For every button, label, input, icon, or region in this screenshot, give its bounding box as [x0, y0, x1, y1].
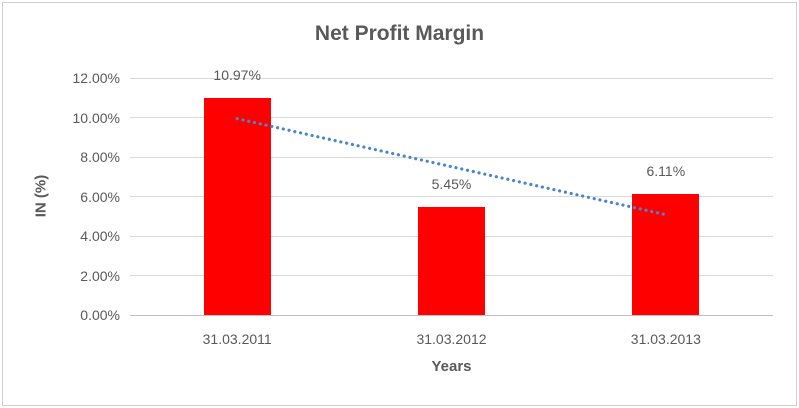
x-axis-title: Years — [431, 358, 472, 375]
x-axis-line — [130, 314, 773, 316]
bar-31.03.2013 — [632, 194, 700, 315]
gridline — [130, 156, 773, 158]
chart-title: Net Profit Margin — [314, 22, 485, 45]
y-tick-label: 0.00% — [80, 307, 120, 323]
y-tick-label: 2.00% — [80, 267, 120, 284]
y-tick-label: 6.00% — [80, 188, 120, 205]
bar-31.03.2012 — [418, 207, 485, 315]
trendline — [235, 117, 668, 217]
bar-31.03.2011 — [203, 98, 271, 315]
gridline — [130, 77, 773, 79]
y-tick-label: 12.00% — [72, 70, 120, 86]
x-tick-label: 31.03.2012 — [416, 331, 487, 347]
y-tick-label: 4.00% — [80, 228, 120, 244]
y-tick-label: 10.00% — [72, 109, 120, 126]
gridline — [130, 117, 773, 118]
trendline-dotted — [235, 117, 668, 217]
x-tick-label: 31.03.2013 — [630, 331, 701, 347]
x-tick-label: 31.03.2011 — [202, 331, 272, 347]
gridline — [130, 196, 773, 197]
y-tick-label: 8.00% — [80, 149, 120, 165]
